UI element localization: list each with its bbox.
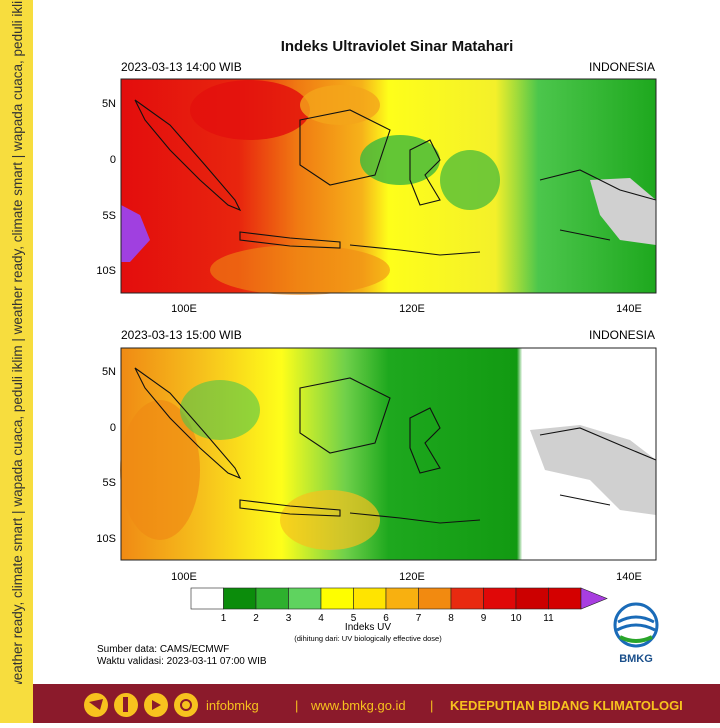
separator: | — [295, 698, 298, 713]
social-handle: infobmkg — [206, 698, 259, 713]
lat-label: 0 — [110, 422, 116, 434]
colorbar-tick-label: 10 — [510, 613, 522, 624]
color-box — [483, 587, 517, 610]
color-box — [418, 587, 452, 610]
lon-label: 100E — [171, 571, 197, 583]
uv-field — [280, 490, 380, 550]
sidebar-text: weather ready, climate smart | wapada cu… — [10, 0, 25, 691]
separator: | — [430, 698, 433, 713]
color-box — [255, 587, 289, 610]
website: www.bmkg.go.id — [310, 698, 406, 713]
map-panel: 2023-03-13 15:00 WIB INDONESIA 5N 0 5S 1… — [96, 328, 657, 583]
no-data — [590, 178, 656, 245]
lon-label: 100E — [171, 303, 197, 315]
lon-label: 120E — [399, 303, 425, 315]
source: Sumber data: CAMS/ECMWF — [97, 644, 229, 655]
department: KEDEPUTIAN BIDANG KLIMATOLOGI — [450, 698, 683, 713]
colorbar-tick-label: 8 — [448, 613, 454, 624]
legend-note: (dihitung dari: UV biologically effectiv… — [294, 634, 442, 643]
lon-label: 140E — [616, 571, 642, 583]
lat-label: 10S — [96, 533, 116, 545]
title: Indeks Ultraviolet Sinar Matahari — [281, 38, 514, 55]
lat-label: 5N — [102, 98, 116, 110]
color-box — [223, 587, 257, 610]
color-box — [320, 587, 354, 610]
lon-label: 140E — [616, 303, 642, 315]
color-box — [190, 587, 224, 610]
legend-title: Indeks UV — [345, 622, 391, 633]
map-frame — [120, 78, 657, 294]
sidebar — [0, 0, 33, 690]
color-box — [385, 587, 419, 610]
uv-field — [180, 380, 260, 440]
color-box — [450, 587, 484, 610]
uv-field — [190, 80, 310, 140]
color-arrow — [580, 587, 608, 610]
color-box — [515, 587, 549, 610]
uv-field — [440, 150, 500, 210]
map-region: INDONESIA — [589, 328, 655, 342]
colorbar-tick-label: 9 — [481, 613, 487, 624]
colorbar-tick-label: 11 — [543, 613, 554, 624]
colorbar-tick-label: 6 — [383, 613, 389, 624]
map-frame — [120, 347, 657, 561]
map-time: 2023-03-13 15:00 WIB — [121, 328, 242, 342]
footer-accent — [0, 684, 33, 723]
no-data — [530, 425, 656, 515]
map-panel: 2023-03-13 14:00 WIB INDONESIA 5N 0 5S 1… — [96, 60, 657, 315]
logo: BMKG — [613, 602, 659, 665]
colorbar: 1 2 3 4 5 6 7 8 9 10 11 — [190, 587, 608, 624]
colorbar-tick-label: 3 — [286, 613, 292, 624]
color-box — [288, 587, 322, 610]
lon-label: 120E — [399, 571, 425, 583]
lat-label: 5S — [103, 210, 116, 222]
uv-field — [121, 205, 150, 262]
lat-label: 5S — [103, 477, 116, 489]
coastline — [134, 99, 657, 256]
colorbar-tick-label: 7 — [416, 613, 422, 624]
colorbar-tick-label: 4 — [318, 613, 324, 624]
social-icons — [84, 693, 198, 717]
logo-text: BMKG — [619, 653, 653, 665]
colorbar-tick-label: 2 — [253, 613, 259, 624]
lat-label: 5N — [102, 366, 116, 378]
validity: Waktu validasi: 2023-03-11 07:00 WIB — [97, 656, 267, 667]
colorbar-tick-label: 5 — [351, 613, 357, 624]
lat-label: 0 — [110, 154, 116, 166]
lat-label: 10S — [96, 265, 116, 277]
map-region: INDONESIA — [589, 60, 655, 74]
colorbar-tick-label: 1 — [221, 613, 227, 624]
coastline — [134, 367, 657, 524]
color-box — [353, 587, 387, 610]
color-box — [548, 587, 582, 610]
uv-field — [360, 135, 440, 185]
uv-field — [210, 245, 390, 295]
map-time: 2023-03-13 14:00 WIB — [121, 60, 242, 74]
uv-field — [120, 400, 200, 540]
